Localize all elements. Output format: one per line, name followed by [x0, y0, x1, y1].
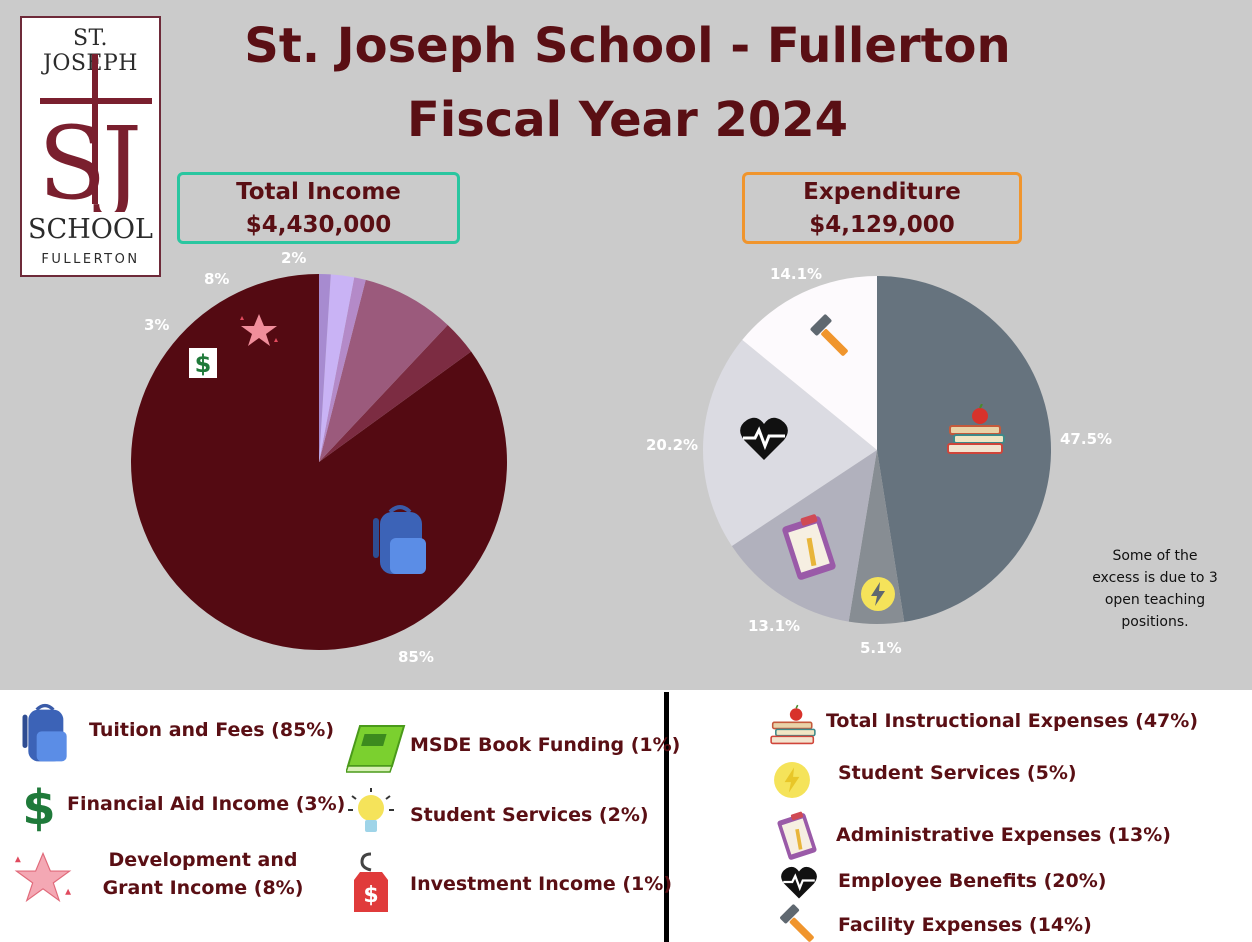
pie-charts [131, 274, 1052, 650]
expense-pie-slice-3 [702, 339, 877, 546]
logo-monogram: S J [38, 54, 152, 212]
legend-msde-book: MSDE Book Funding (1%) [410, 734, 681, 756]
books-apple-icon [770, 704, 816, 745]
books-apple-icon [947, 404, 1005, 454]
dollar-icon: $ [22, 780, 55, 832]
expense-pie-slice-4 [742, 276, 877, 450]
expense-label-student-services: 5.1% [860, 639, 902, 657]
svg-text:$: $ [22, 780, 55, 832]
legend-financial-aid: Financial Aid Income (3%) [67, 793, 346, 815]
legend-administrative: Administrative Expenses (13%) [836, 824, 1171, 846]
income-pie-slice-3 [319, 277, 366, 462]
expense-label-instructional: 47.5% [1060, 430, 1113, 448]
legend-facility: Facility Expenses (14%) [838, 914, 1092, 936]
excess-note: Some of the excess is due to 3 open teac… [1092, 548, 1218, 630]
svg-text:$: $ [195, 350, 212, 378]
hammer-icon [780, 904, 814, 942]
clipboard-icon [777, 811, 817, 860]
logo-line-2: SCHOOL [28, 214, 153, 245]
legend-development: Development and Grant Income (8%) [102, 849, 304, 899]
income-pie-slice-4 [319, 274, 355, 462]
expense-label-administrative: 13.1% [748, 617, 801, 635]
expenditure-total-box: Expenditure $4,129,000 [742, 172, 1022, 244]
income-label-development: 8% [204, 270, 230, 288]
expense-label-facility: 14.1% [770, 265, 823, 283]
income-pie-slice-2 [319, 279, 448, 462]
legend-student-services-expense: Student Services (5%) [838, 762, 1077, 784]
income-box-amount: $4,430,000 [245, 212, 392, 238]
backpack-icon [22, 703, 67, 762]
legend-benefits: Employee Benefits (20%) [838, 870, 1107, 892]
lightning-icon [861, 577, 895, 611]
heartbeat-icon [740, 417, 788, 460]
income-pie-slice-5 [319, 274, 331, 462]
legend-investment: Investment Income (1%) [410, 873, 673, 895]
page-title: St. Joseph School - Fullerton [244, 18, 1011, 74]
income-label-student-services: 2% [281, 249, 307, 267]
expense-pie-slice-1 [848, 450, 905, 624]
school-logo: ST. JOSEPH S J SCHOOL FULLERTON [20, 16, 161, 277]
income-total-box: Total Income $4,430,000 [177, 172, 460, 244]
heartbeat-icon [781, 866, 817, 899]
hammer-icon [810, 314, 848, 356]
logo-letter-s: S [38, 105, 107, 212]
income-label-financial-aid: 3% [144, 316, 170, 334]
legend-instructional: Total Instructional Expenses (47%) [826, 710, 1199, 732]
expenditure-box-amount: $4,129,000 [809, 212, 955, 238]
price-tag-icon: $ [354, 852, 388, 912]
legend-divider [664, 692, 669, 942]
legend-student-services-income: Student Services (2%) [410, 804, 649, 826]
income-box-label: Total Income [236, 179, 401, 205]
legend-tuition: Tuition and Fees (85%) [89, 719, 335, 741]
lightbulb-icon [348, 788, 394, 832]
logo-line-1: ST. JOSEPH [43, 26, 138, 76]
expenditure-box-label: Expenditure [803, 179, 961, 205]
backpack-icon [373, 505, 426, 574]
income-label-tuition: 85% [398, 648, 434, 666]
page-subtitle: Fiscal Year 2024 [406, 92, 849, 148]
book-icon [346, 725, 406, 773]
star-icon [14, 851, 72, 903]
logo-letter-j: J [93, 105, 142, 212]
lightning-icon [774, 762, 810, 798]
dollar-icon: $ [189, 348, 217, 378]
income-pie-slice-1 [319, 324, 472, 462]
star-icon [240, 314, 278, 346]
clipboard-icon [782, 514, 836, 580]
expense-label-benefits: 20.2% [646, 436, 699, 454]
logo-line-3: FULLERTON [41, 252, 140, 267]
svg-text:$: $ [363, 883, 378, 908]
